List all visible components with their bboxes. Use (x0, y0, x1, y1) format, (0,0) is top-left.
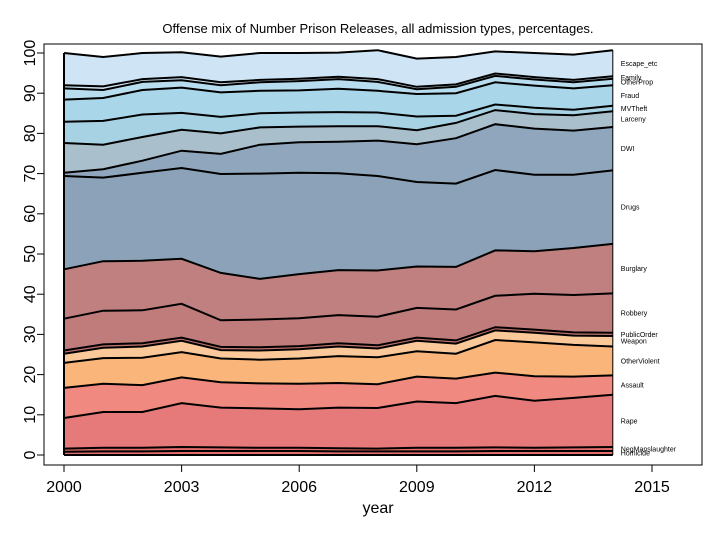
boundary-larceny (63, 109, 613, 146)
y-tick-label: 80 (22, 124, 39, 142)
y-tick-label: 0 (22, 450, 39, 459)
x-tick-label: 2015 (634, 479, 670, 496)
boundary-otherprop (63, 74, 613, 92)
boundary-drugs (63, 166, 613, 185)
y-tick-label: 50 (22, 245, 39, 263)
x-tick-label: 2006 (281, 479, 317, 496)
y-tick-label: 100 (22, 40, 39, 67)
area-assault (64, 372, 613, 418)
boundary-rape (63, 393, 613, 419)
area-escape_etc (64, 50, 613, 87)
y-tick-label: 20 (22, 366, 39, 384)
boundary-weapon (63, 329, 613, 355)
series-label-otherviolent: OtherViolent (621, 358, 660, 365)
series-label-family: Family (621, 75, 642, 82)
series-label-otherprop: OtherProp (621, 79, 653, 86)
series-label-weapon: Weapon (621, 339, 647, 346)
area-burglary (64, 243, 613, 321)
series-label-robbery: Robbery (621, 311, 648, 318)
series-label-negmanslaughter: NegManslaughter (621, 446, 677, 453)
boundary-negmanslaughter (63, 445, 613, 450)
boundary-assault (63, 371, 613, 389)
y-tick-label: 10 (22, 406, 39, 424)
area-rape (64, 394, 613, 449)
y-tick-label: 40 (22, 285, 39, 303)
boundary-homicide (63, 450, 613, 453)
boundary-family (63, 72, 613, 88)
area-drugs (64, 168, 613, 279)
series-label-burglary: Burglary (621, 266, 648, 273)
area-layers (64, 50, 613, 455)
chart-title: Offense mix of Number Prison Releases, a… (162, 21, 593, 36)
series-label-escape_etc: Escape_etc (621, 61, 658, 68)
x-tick-label: 2000 (46, 479, 82, 496)
series-label-fraud: Fraud (621, 93, 639, 100)
boundary-dwi (63, 123, 613, 174)
boundary-otherviolent (63, 338, 613, 364)
axes: 0 10 20 30 40 50 60 70 80 90 100 2000 2003 2006 2009 20… (22, 40, 703, 496)
series-label-homicide: Homicide (621, 450, 650, 457)
series-boundaries (63, 49, 614, 456)
area-dwi (64, 124, 613, 184)
boundary-fraud (63, 81, 613, 101)
x-tick-label: 2012 (517, 479, 553, 496)
area-mvtheft (64, 104, 613, 145)
boundary-robbery (63, 292, 613, 322)
boundary-burglary (63, 242, 613, 280)
series-label-publicorder: PublicOrder (621, 332, 659, 339)
area-fraud (64, 82, 613, 122)
boundary-escape_etc (63, 49, 613, 60)
x-tick-label: 2003 (164, 479, 200, 496)
area-otherviolent (64, 340, 613, 388)
area-robbery (64, 293, 613, 351)
boundary-mvtheft (63, 103, 613, 123)
series-label-rape: Rape (621, 418, 638, 425)
y-tick-label: 30 (22, 325, 39, 343)
boundary-publicorder (63, 326, 613, 352)
x-axis-label: year (362, 500, 394, 517)
series-label-dwi: DWI (621, 146, 635, 153)
series-label-drugs: Drugs (621, 205, 640, 212)
y-tick-label: 70 (22, 165, 39, 183)
y-tick-label: 60 (22, 205, 39, 223)
series-label-assault: Assault (621, 383, 644, 390)
series-label-larceny: Larceny (621, 117, 646, 124)
x-tick-label: 2009 (399, 479, 435, 496)
series-label-mvtheft: MVTheft (621, 106, 648, 113)
y-tick-label: 90 (22, 84, 39, 102)
